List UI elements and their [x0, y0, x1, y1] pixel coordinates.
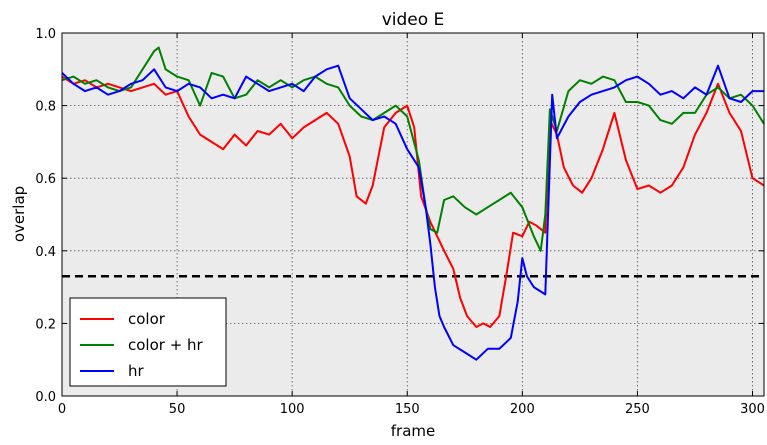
grid: [62, 33, 764, 396]
chart-title: video E: [382, 10, 445, 30]
legend: color color + hr hr: [69, 297, 227, 387]
x-tick-label: 50: [169, 402, 186, 417]
y-tick-label: 1.0: [35, 27, 56, 42]
plot-frame: [61, 32, 765, 397]
axis-tick-labels: 0 50 100 150 200 250 300 0.0 0.2 0.4 0.6 0.8 1.0: [35, 27, 765, 417]
x-tick-label: 0: [58, 402, 66, 417]
y-tick-label: 0.4: [35, 245, 56, 260]
x-axis-label: frame: [391, 422, 435, 440]
y-axis-label: overlap: [10, 186, 28, 242]
axis-ticks: [61, 32, 764, 397]
x-tick-label: 200: [510, 402, 535, 417]
series-line-1: [61, 75, 765, 328]
series-line-3: [61, 64, 764, 361]
x-tick-label: 150: [395, 402, 420, 417]
y-tick-label: 0.6: [35, 172, 56, 187]
y-tick-label: 0.2: [35, 317, 56, 332]
x-tick-label: 100: [280, 402, 305, 417]
x-tick-label: 300: [740, 402, 765, 417]
series-layer: [61, 46, 765, 361]
y-tick-label: 0.8: [35, 100, 56, 115]
x-tick-label: 250: [625, 402, 650, 417]
legend-label: color + hr: [128, 336, 204, 354]
legend-label: color: [128, 310, 166, 328]
legend-label: hr: [128, 362, 145, 380]
y-tick-label: 0.0: [35, 390, 56, 405]
